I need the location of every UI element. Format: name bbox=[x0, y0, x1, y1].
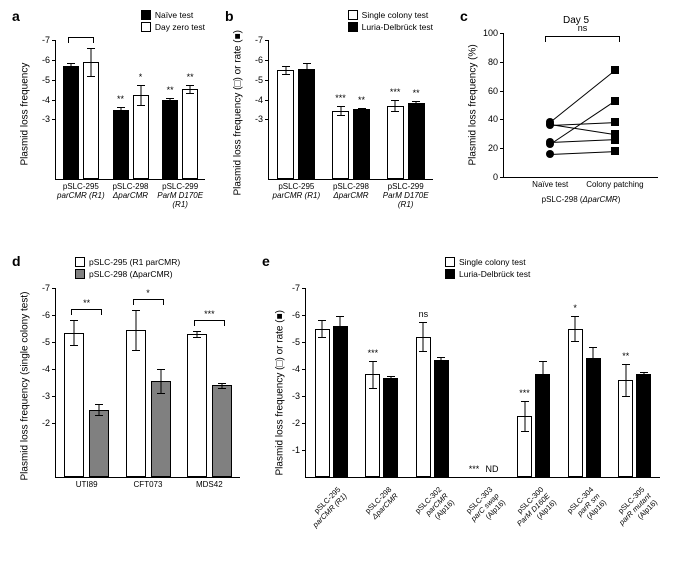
ylabel-e: Plasmid loss frequency (□) or rate (■) bbox=[275, 286, 286, 476]
chart-a: Naïve test Day zero test Plasmid loss fr… bbox=[20, 15, 210, 230]
legend-b: Single colony test Luria-Delbrück test bbox=[348, 10, 433, 34]
panel-label-c: c bbox=[460, 8, 468, 24]
ylabel-c: Plasmid loss frequency (%) bbox=[468, 36, 479, 166]
legend-d: pSLC-295 (R1 parCMR) pSLC-298 (ΔparCMR) bbox=[75, 257, 180, 281]
ylabel-d: Plasmid loss frequency (single colony te… bbox=[20, 281, 31, 481]
chart-c: Day 5 Plasmid loss frequency (%) 0204060… bbox=[468, 15, 663, 230]
legend-e: Single colony test Luria-Delbrück test bbox=[445, 257, 530, 281]
chart-b: Single colony test Luria-Delbrück test P… bbox=[233, 15, 438, 230]
chart-d: pSLC-295 (R1 parCMR) pSLC-298 (ΔparCMR) … bbox=[20, 260, 245, 525]
ylabel-a: Plasmid loss frequency bbox=[20, 46, 31, 166]
legend-a: Naïve test Day zero test bbox=[141, 10, 205, 34]
panel-label-a: a bbox=[12, 8, 20, 24]
chart-e: Single colony test Luria-Delbrück test P… bbox=[270, 260, 665, 535]
panel-label-e: e bbox=[262, 253, 270, 269]
ylabel-b: Plasmid loss frequency (□) or rate (■) bbox=[233, 16, 244, 196]
